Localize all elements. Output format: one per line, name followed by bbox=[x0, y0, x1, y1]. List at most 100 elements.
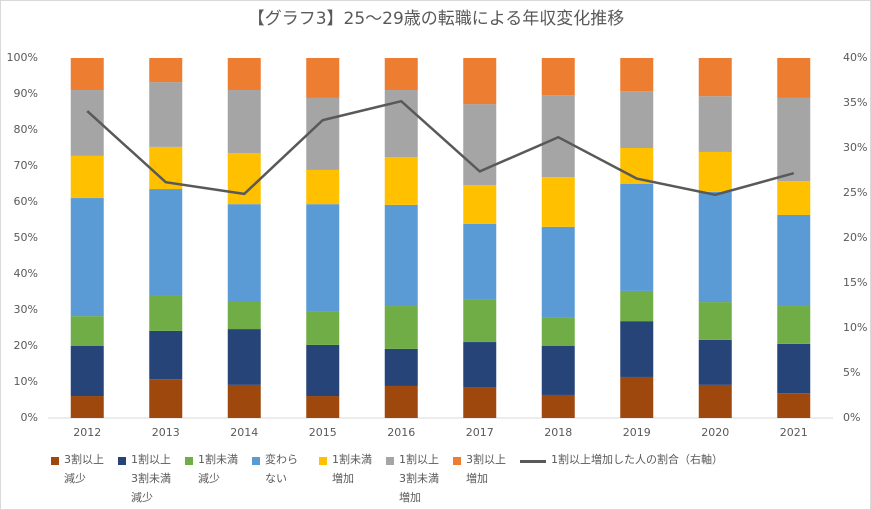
x-tick-label: 2020 bbox=[701, 426, 729, 439]
legend: 3割以上減少 1割以上3割未満減少 1割未満減少 変わらない 1割未満増加 1割以上3割未… bbox=[51, 453, 735, 507]
bar-segment bbox=[698, 151, 732, 192]
legend-item: 変わらない bbox=[252, 453, 307, 507]
bar-segment bbox=[698, 302, 732, 340]
bar-segment bbox=[306, 396, 340, 418]
legend-label: 変わらない bbox=[265, 453, 298, 485]
legend-item: 1割未満増加 bbox=[319, 453, 374, 507]
y2-tick-label: 10% bbox=[843, 321, 867, 334]
line-series bbox=[86, 99, 795, 197]
bar-segment bbox=[306, 169, 340, 205]
legend-label: 1割未満増加 bbox=[332, 453, 372, 485]
bar-segment bbox=[698, 58, 732, 97]
bar-segment bbox=[777, 306, 811, 344]
bar-segment bbox=[463, 299, 497, 343]
bar-segment bbox=[227, 204, 261, 301]
bar-segment bbox=[227, 329, 261, 385]
bar-segment bbox=[777, 58, 811, 98]
bar-segment bbox=[698, 384, 732, 418]
y-tick-label: 80% bbox=[14, 123, 38, 136]
legend-item: 1割以上増加した人の割合（右軸） bbox=[520, 453, 723, 507]
bar-segment bbox=[149, 295, 183, 331]
legend-swatch bbox=[252, 457, 260, 465]
bar-segment bbox=[620, 321, 654, 377]
x-tick-label: 2013 bbox=[152, 426, 180, 439]
bar-segment bbox=[698, 191, 732, 303]
x-tick-label: 2018 bbox=[544, 426, 572, 439]
bar-segment bbox=[698, 96, 732, 152]
bar-segment bbox=[541, 177, 575, 227]
legend-swatch bbox=[386, 457, 394, 465]
x-tick-label: 2015 bbox=[309, 426, 337, 439]
y2-tick-label: 35% bbox=[843, 96, 867, 109]
y-tick-label: 40% bbox=[14, 267, 38, 280]
bar-segment bbox=[463, 58, 497, 105]
bar-segment bbox=[541, 317, 575, 346]
bar-segment bbox=[463, 387, 497, 418]
bar-segment bbox=[70, 155, 104, 199]
bar-segment bbox=[70, 316, 104, 346]
y2-tick-label: 40% bbox=[843, 51, 867, 64]
bar-segment bbox=[620, 376, 654, 418]
y2-tick-label: 30% bbox=[843, 141, 867, 154]
x-tick-label: 2019 bbox=[623, 426, 651, 439]
bar-segment bbox=[70, 396, 104, 418]
bar-segment bbox=[698, 339, 732, 385]
bar-segment bbox=[541, 394, 575, 418]
legend-item: 3割以上増加 bbox=[453, 453, 508, 507]
bar-segment bbox=[70, 198, 104, 317]
bar-segment bbox=[777, 343, 811, 394]
bar-segment bbox=[306, 97, 340, 170]
legend-label: 1割以上3割未満増加 bbox=[399, 453, 439, 504]
legend-swatch bbox=[185, 457, 193, 465]
bar-segment bbox=[149, 330, 183, 380]
bar-segment bbox=[70, 346, 104, 397]
legend-label: 1割以上増加した人の割合（右軸） bbox=[551, 453, 723, 466]
y-tick-label: 20% bbox=[14, 339, 38, 352]
bar-segment bbox=[541, 226, 575, 318]
bar-segment bbox=[620, 184, 654, 291]
bar-segment bbox=[541, 58, 575, 96]
y2-tick-label: 25% bbox=[843, 186, 867, 199]
bar-segment bbox=[70, 58, 104, 91]
bar-segment bbox=[777, 214, 811, 307]
bar-segment bbox=[227, 90, 261, 154]
legend-label: 1割以上3割未満減少 bbox=[131, 453, 171, 504]
bar-segment bbox=[620, 290, 654, 322]
bar-segment bbox=[463, 104, 497, 186]
bar-segment bbox=[306, 204, 340, 312]
legend-swatch bbox=[51, 457, 59, 465]
bar-segment bbox=[777, 181, 811, 215]
bar-segment bbox=[463, 342, 497, 388]
bar-segment bbox=[149, 379, 183, 418]
bar-segment bbox=[227, 58, 261, 91]
bar-segment bbox=[384, 385, 418, 418]
x-tick-label: 2012 bbox=[73, 426, 101, 439]
bar-segment bbox=[384, 306, 418, 349]
y2-tick-label: 0% bbox=[843, 411, 860, 424]
y2-tick-label: 5% bbox=[843, 366, 860, 379]
legend-swatch bbox=[453, 457, 461, 465]
bar-segment bbox=[620, 58, 654, 92]
bar-segment bbox=[149, 82, 183, 147]
bar-segment bbox=[777, 393, 811, 418]
bar-segment bbox=[227, 384, 261, 418]
bar-segment bbox=[620, 91, 654, 148]
bar-segment bbox=[463, 223, 497, 300]
bar-segment bbox=[149, 189, 183, 296]
y-tick-label: 100% bbox=[7, 51, 38, 64]
y-tick-label: 70% bbox=[14, 159, 38, 172]
bar-segment bbox=[384, 58, 418, 91]
legend-item: 1割未満減少 bbox=[185, 453, 240, 507]
y-tick-label: 10% bbox=[14, 375, 38, 388]
legend-item: 1割以上3割未満減少 bbox=[118, 453, 173, 507]
bar-segment bbox=[384, 204, 418, 307]
y-tick-label: 60% bbox=[14, 195, 38, 208]
y-tick-label: 90% bbox=[14, 87, 38, 100]
legend-label: 3割以上減少 bbox=[64, 453, 104, 485]
bar-segment bbox=[306, 311, 340, 345]
bar-segment bbox=[306, 344, 340, 397]
legend-swatch bbox=[319, 457, 327, 465]
bar-segment bbox=[384, 348, 418, 386]
legend-label: 1割未満減少 bbox=[198, 453, 238, 485]
